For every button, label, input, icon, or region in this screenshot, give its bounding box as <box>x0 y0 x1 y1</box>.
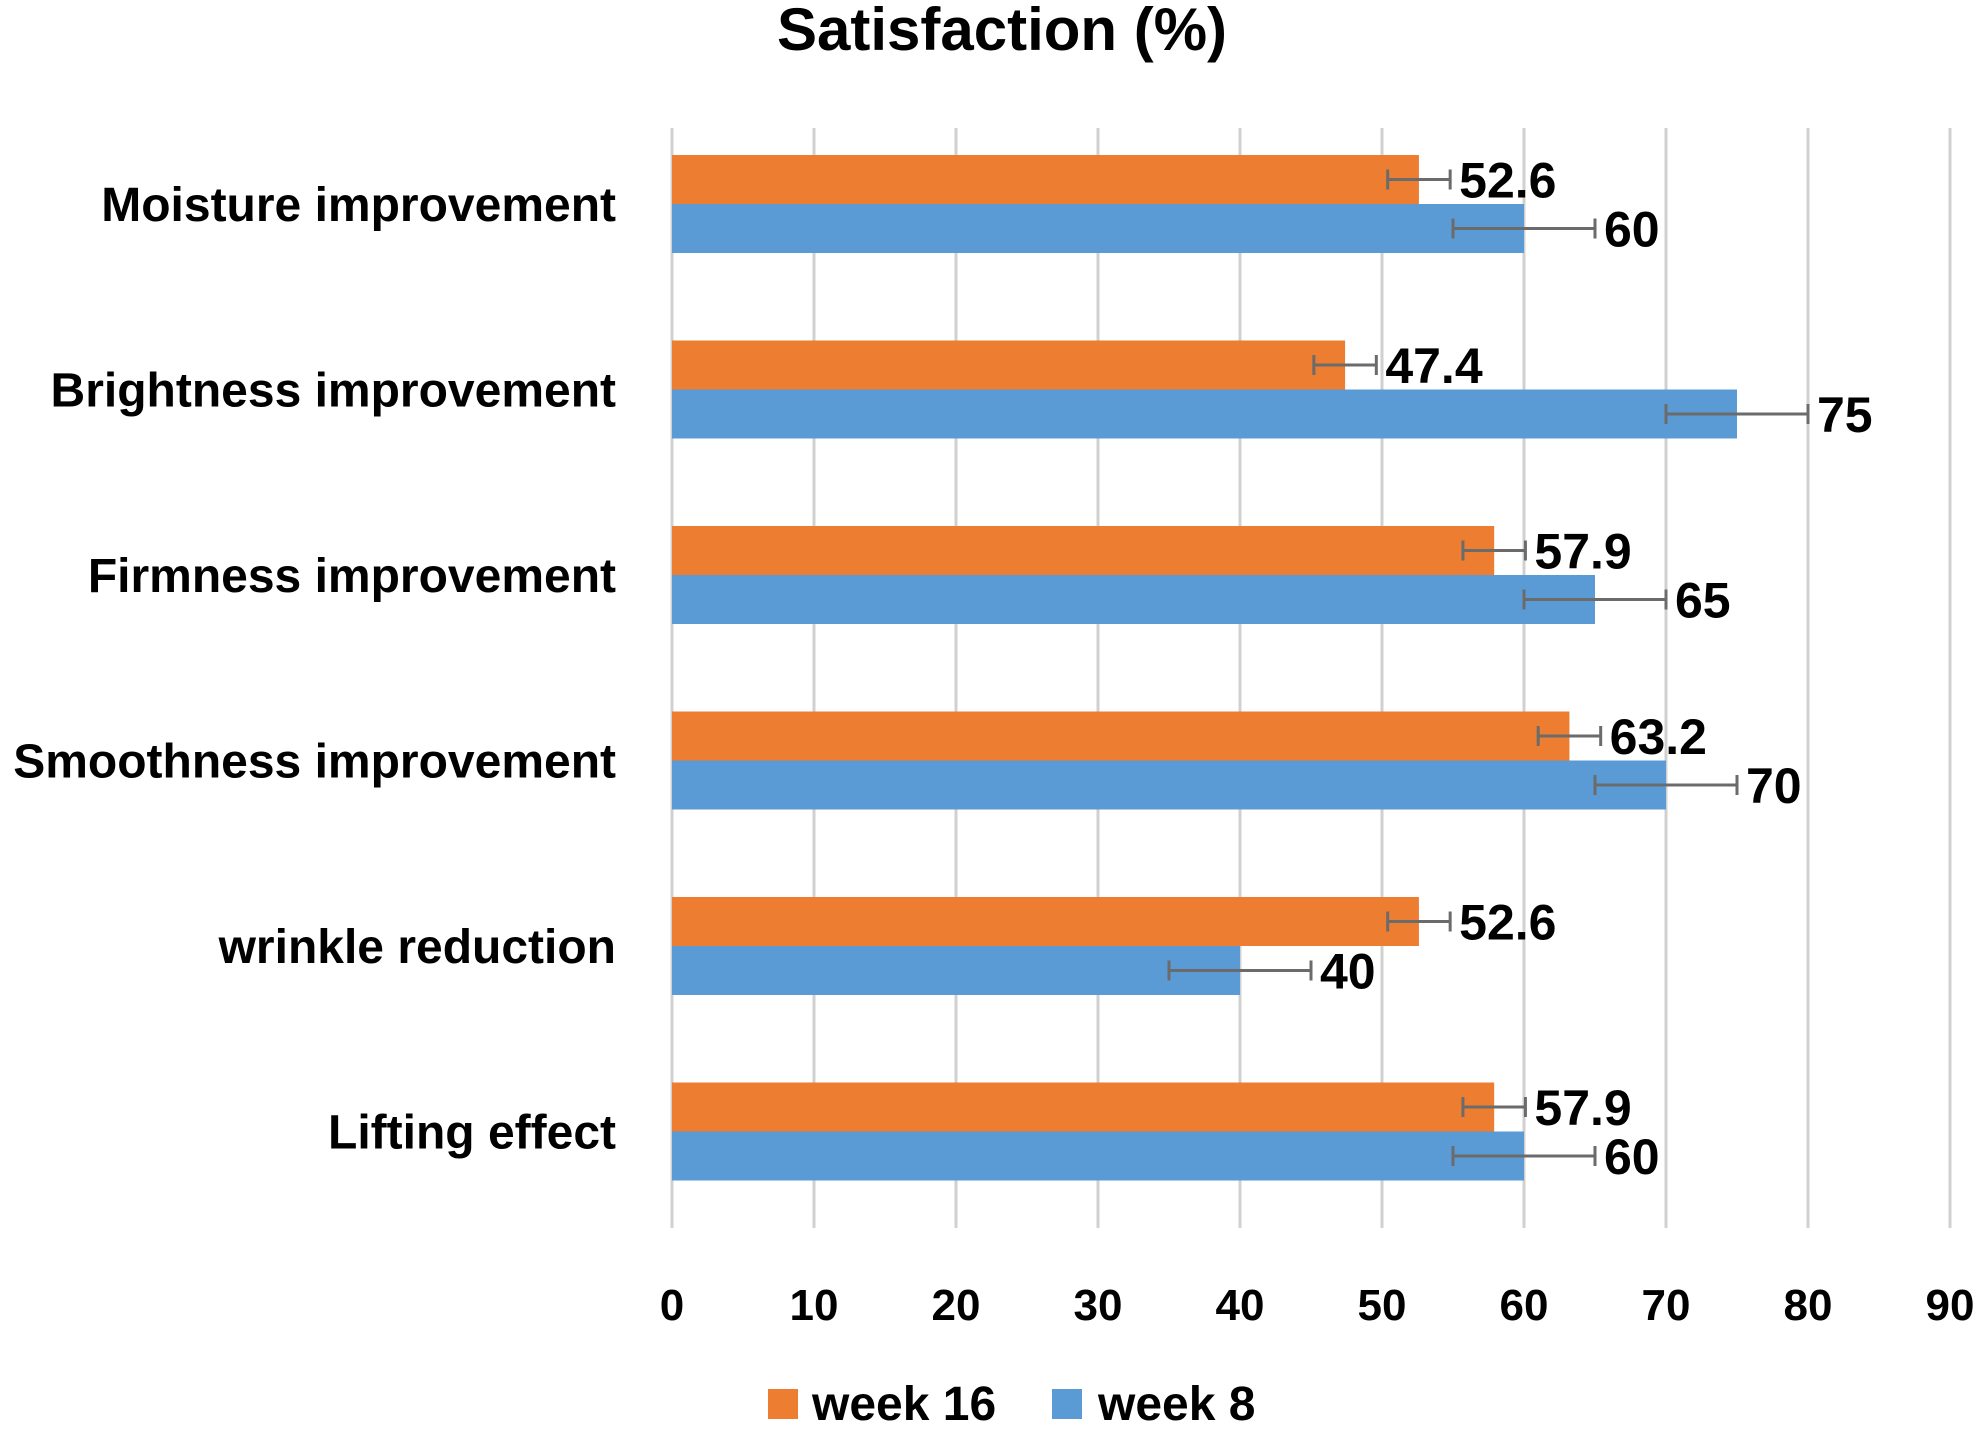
bar-week16-1 <box>672 340 1346 390</box>
gridlines <box>670 128 1952 1228</box>
bar-week16-3 <box>672 711 1570 761</box>
category-label: Smoothness improvement <box>13 736 616 789</box>
legend-swatch <box>768 1389 798 1419</box>
data-label: 57.9 <box>1534 1080 1631 1136</box>
data-label: 75 <box>1817 387 1873 443</box>
category-label: wrinkle reduction <box>218 921 616 974</box>
x-tick-label: 40 <box>1216 1281 1265 1330</box>
bar-week8-3 <box>672 760 1666 810</box>
bars <box>672 155 1737 1181</box>
bar-week8-0 <box>672 204 1524 253</box>
data-label: 63.2 <box>1610 709 1707 765</box>
legend-label: week 8 <box>1097 1378 1255 1431</box>
bar-week16-0 <box>672 155 1419 204</box>
error-bar <box>1536 726 1603 746</box>
data-label: 60 <box>1604 1129 1660 1185</box>
bar-week8-4 <box>672 946 1240 995</box>
x-tick-label: 70 <box>1642 1281 1691 1330</box>
bar-week16-5 <box>672 1082 1495 1132</box>
error-bar <box>1461 1097 1527 1117</box>
chart-title: Satisfaction (%) <box>777 0 1227 63</box>
x-tick-label: 50 <box>1358 1281 1407 1330</box>
x-tick-label: 90 <box>1926 1281 1975 1330</box>
error-bar <box>1167 960 1313 981</box>
bar-week8-1 <box>672 389 1737 439</box>
error-bar <box>1593 775 1739 795</box>
category-label: Firmness improvement <box>88 550 616 603</box>
data-label: 70 <box>1746 758 1802 814</box>
error-bar <box>1312 355 1378 375</box>
bar-week16-2 <box>672 526 1495 575</box>
x-tick-label: 20 <box>932 1281 981 1330</box>
x-tick-labels: 0 10 20 30 40 50 60 70 80 90 <box>660 1281 1975 1330</box>
error-bar <box>1522 589 1668 610</box>
category-label: Lifting effect <box>328 1107 616 1160</box>
error-bar <box>1664 404 1810 424</box>
error-bar <box>1451 218 1597 239</box>
category-label: Brightness improvement <box>51 365 616 418</box>
bar-week16-4 <box>672 897 1419 946</box>
error-bar <box>1386 169 1452 190</box>
category-labels: Moisture improvement Brightness improveme… <box>13 179 616 1160</box>
data-label: 65 <box>1675 573 1731 629</box>
bar-week8-5 <box>672 1131 1524 1181</box>
data-label: 57.9 <box>1534 524 1631 580</box>
data-label: 60 <box>1604 202 1660 258</box>
legend-swatch <box>1052 1389 1082 1419</box>
x-tick-label: 0 <box>660 1281 684 1330</box>
x-tick-label: 10 <box>790 1281 839 1330</box>
data-label: 40 <box>1320 944 1376 1000</box>
x-tick-label: 80 <box>1784 1281 1833 1330</box>
data-label: 52.6 <box>1459 895 1556 951</box>
data-label: 47.4 <box>1385 338 1483 394</box>
bar-week8-2 <box>672 575 1595 624</box>
error-bar <box>1461 540 1527 561</box>
error-bar <box>1451 1146 1597 1166</box>
data-label: 52.6 <box>1459 153 1556 209</box>
error-bar <box>1386 911 1452 932</box>
category-label: Moisture improvement <box>101 179 616 232</box>
x-tick-label: 60 <box>1500 1281 1549 1330</box>
x-tick-label: 30 <box>1074 1281 1123 1330</box>
legend: week 16 week 8 <box>768 1378 1255 1431</box>
error-bars <box>1167 169 1810 1166</box>
legend-label: week 16 <box>811 1378 996 1431</box>
